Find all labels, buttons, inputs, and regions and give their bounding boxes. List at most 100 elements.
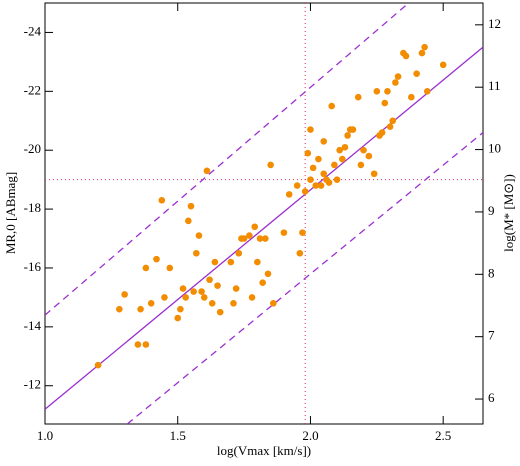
data-point — [269, 299, 277, 307]
data-point — [336, 146, 343, 154]
data-point — [230, 299, 237, 307]
data-point — [423, 88, 431, 95]
y2-tick-label: 6 — [488, 390, 495, 405]
data-point — [182, 294, 189, 301]
data-point — [251, 223, 259, 231]
data-point — [307, 176, 314, 183]
data-point — [262, 235, 269, 242]
data-point — [254, 258, 261, 266]
data-point — [264, 270, 272, 278]
data-point — [341, 143, 349, 151]
y-axis-label: MR,0 [ABmag] — [3, 172, 18, 254]
y-tick-label: -20 — [24, 141, 41, 156]
x-tick-label: 1.0 — [37, 428, 53, 443]
data-point — [381, 99, 389, 107]
data-point — [137, 305, 144, 313]
data-point — [256, 235, 264, 242]
data-point — [421, 43, 428, 51]
y-tick-label: -22 — [24, 82, 41, 97]
data-point — [166, 264, 174, 272]
fit-line — [45, 46, 483, 410]
data-point — [307, 126, 314, 133]
data-point — [285, 191, 293, 198]
data-point — [325, 179, 333, 186]
data-point — [246, 232, 253, 239]
x-tick-label: 2.5 — [435, 428, 451, 443]
data-point — [240, 235, 248, 242]
data-point — [418, 49, 426, 57]
x-tick-label: 2.0 — [302, 428, 318, 443]
data-point — [370, 170, 378, 178]
data-point — [413, 70, 420, 77]
y-tick-label: -12 — [24, 377, 41, 392]
data-point — [304, 149, 312, 157]
data-point — [439, 61, 447, 69]
y2-tick-label: 7 — [488, 328, 495, 343]
data-point — [349, 126, 357, 133]
data-point — [208, 299, 216, 307]
data-point — [116, 305, 123, 313]
data-point — [206, 276, 213, 284]
data-point — [402, 52, 410, 60]
data-point — [296, 249, 304, 257]
data-point — [134, 341, 142, 348]
data-point — [267, 161, 274, 169]
data-point — [293, 182, 301, 189]
data-point — [190, 288, 197, 295]
data-point — [392, 79, 399, 86]
data-point — [384, 88, 391, 95]
y2-axis-label: log(M* [M⊙]) — [501, 174, 516, 252]
data-point — [185, 217, 192, 225]
data-point — [203, 167, 211, 175]
data-point — [301, 188, 309, 195]
data-point — [344, 132, 351, 139]
data-point — [378, 129, 386, 136]
y2-tick-label: 10 — [488, 141, 501, 156]
y2-tick-label: 11 — [488, 78, 501, 93]
data-point — [161, 294, 168, 301]
data-point — [248, 294, 256, 301]
data-point — [193, 249, 200, 257]
data-point — [195, 232, 203, 239]
data-point — [142, 341, 150, 348]
y2-tick-label: 12 — [488, 16, 501, 31]
y2-tick-label: 8 — [488, 265, 495, 280]
plot-frame — [44, 2, 484, 425]
y-tick-label: -24 — [24, 23, 42, 38]
data-point — [259, 279, 266, 286]
y-tick-label: -16 — [24, 259, 42, 274]
data-point — [299, 229, 306, 236]
y-tick-label: -18 — [24, 200, 41, 215]
plot-area — [45, 3, 483, 424]
data-point — [216, 308, 224, 316]
data-point — [94, 361, 102, 369]
data-point — [331, 161, 338, 169]
data-point — [386, 123, 394, 130]
data-point — [317, 182, 325, 189]
data-point — [312, 182, 320, 189]
data-point — [373, 88, 381, 95]
x-tick-label: 1.5 — [170, 428, 186, 443]
data-point — [174, 314, 182, 322]
data-point — [320, 138, 328, 145]
data-point — [309, 164, 317, 172]
data-point — [179, 285, 187, 292]
data-point — [142, 264, 150, 272]
data-point — [227, 258, 235, 266]
data-point — [121, 291, 128, 298]
data-point — [360, 146, 367, 154]
data-point — [187, 202, 195, 210]
data-point — [235, 249, 243, 257]
data-point — [280, 229, 288, 236]
data-point — [177, 305, 184, 313]
data-point — [153, 255, 160, 263]
data-point — [158, 196, 166, 204]
data-point — [214, 282, 221, 289]
y2-tick-label: 9 — [488, 203, 495, 218]
data-point — [354, 93, 362, 101]
data-point — [232, 285, 240, 292]
data-point — [200, 294, 208, 301]
data-point — [333, 176, 341, 183]
data-point — [357, 161, 365, 169]
